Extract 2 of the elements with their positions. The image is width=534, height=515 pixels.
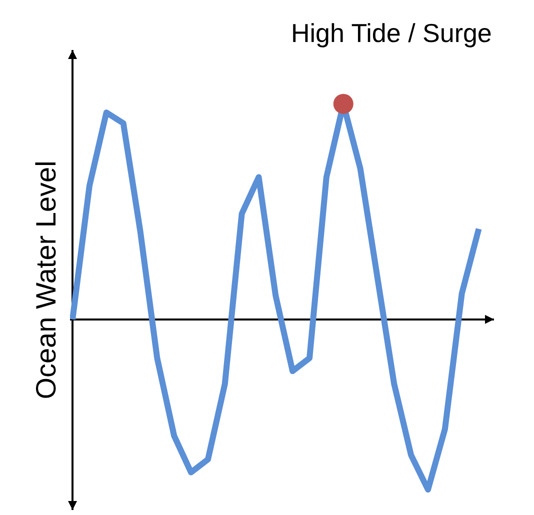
y-axis-title: Ocean Water Level xyxy=(30,160,62,400)
text: High Tide / Surge xyxy=(291,18,492,48)
